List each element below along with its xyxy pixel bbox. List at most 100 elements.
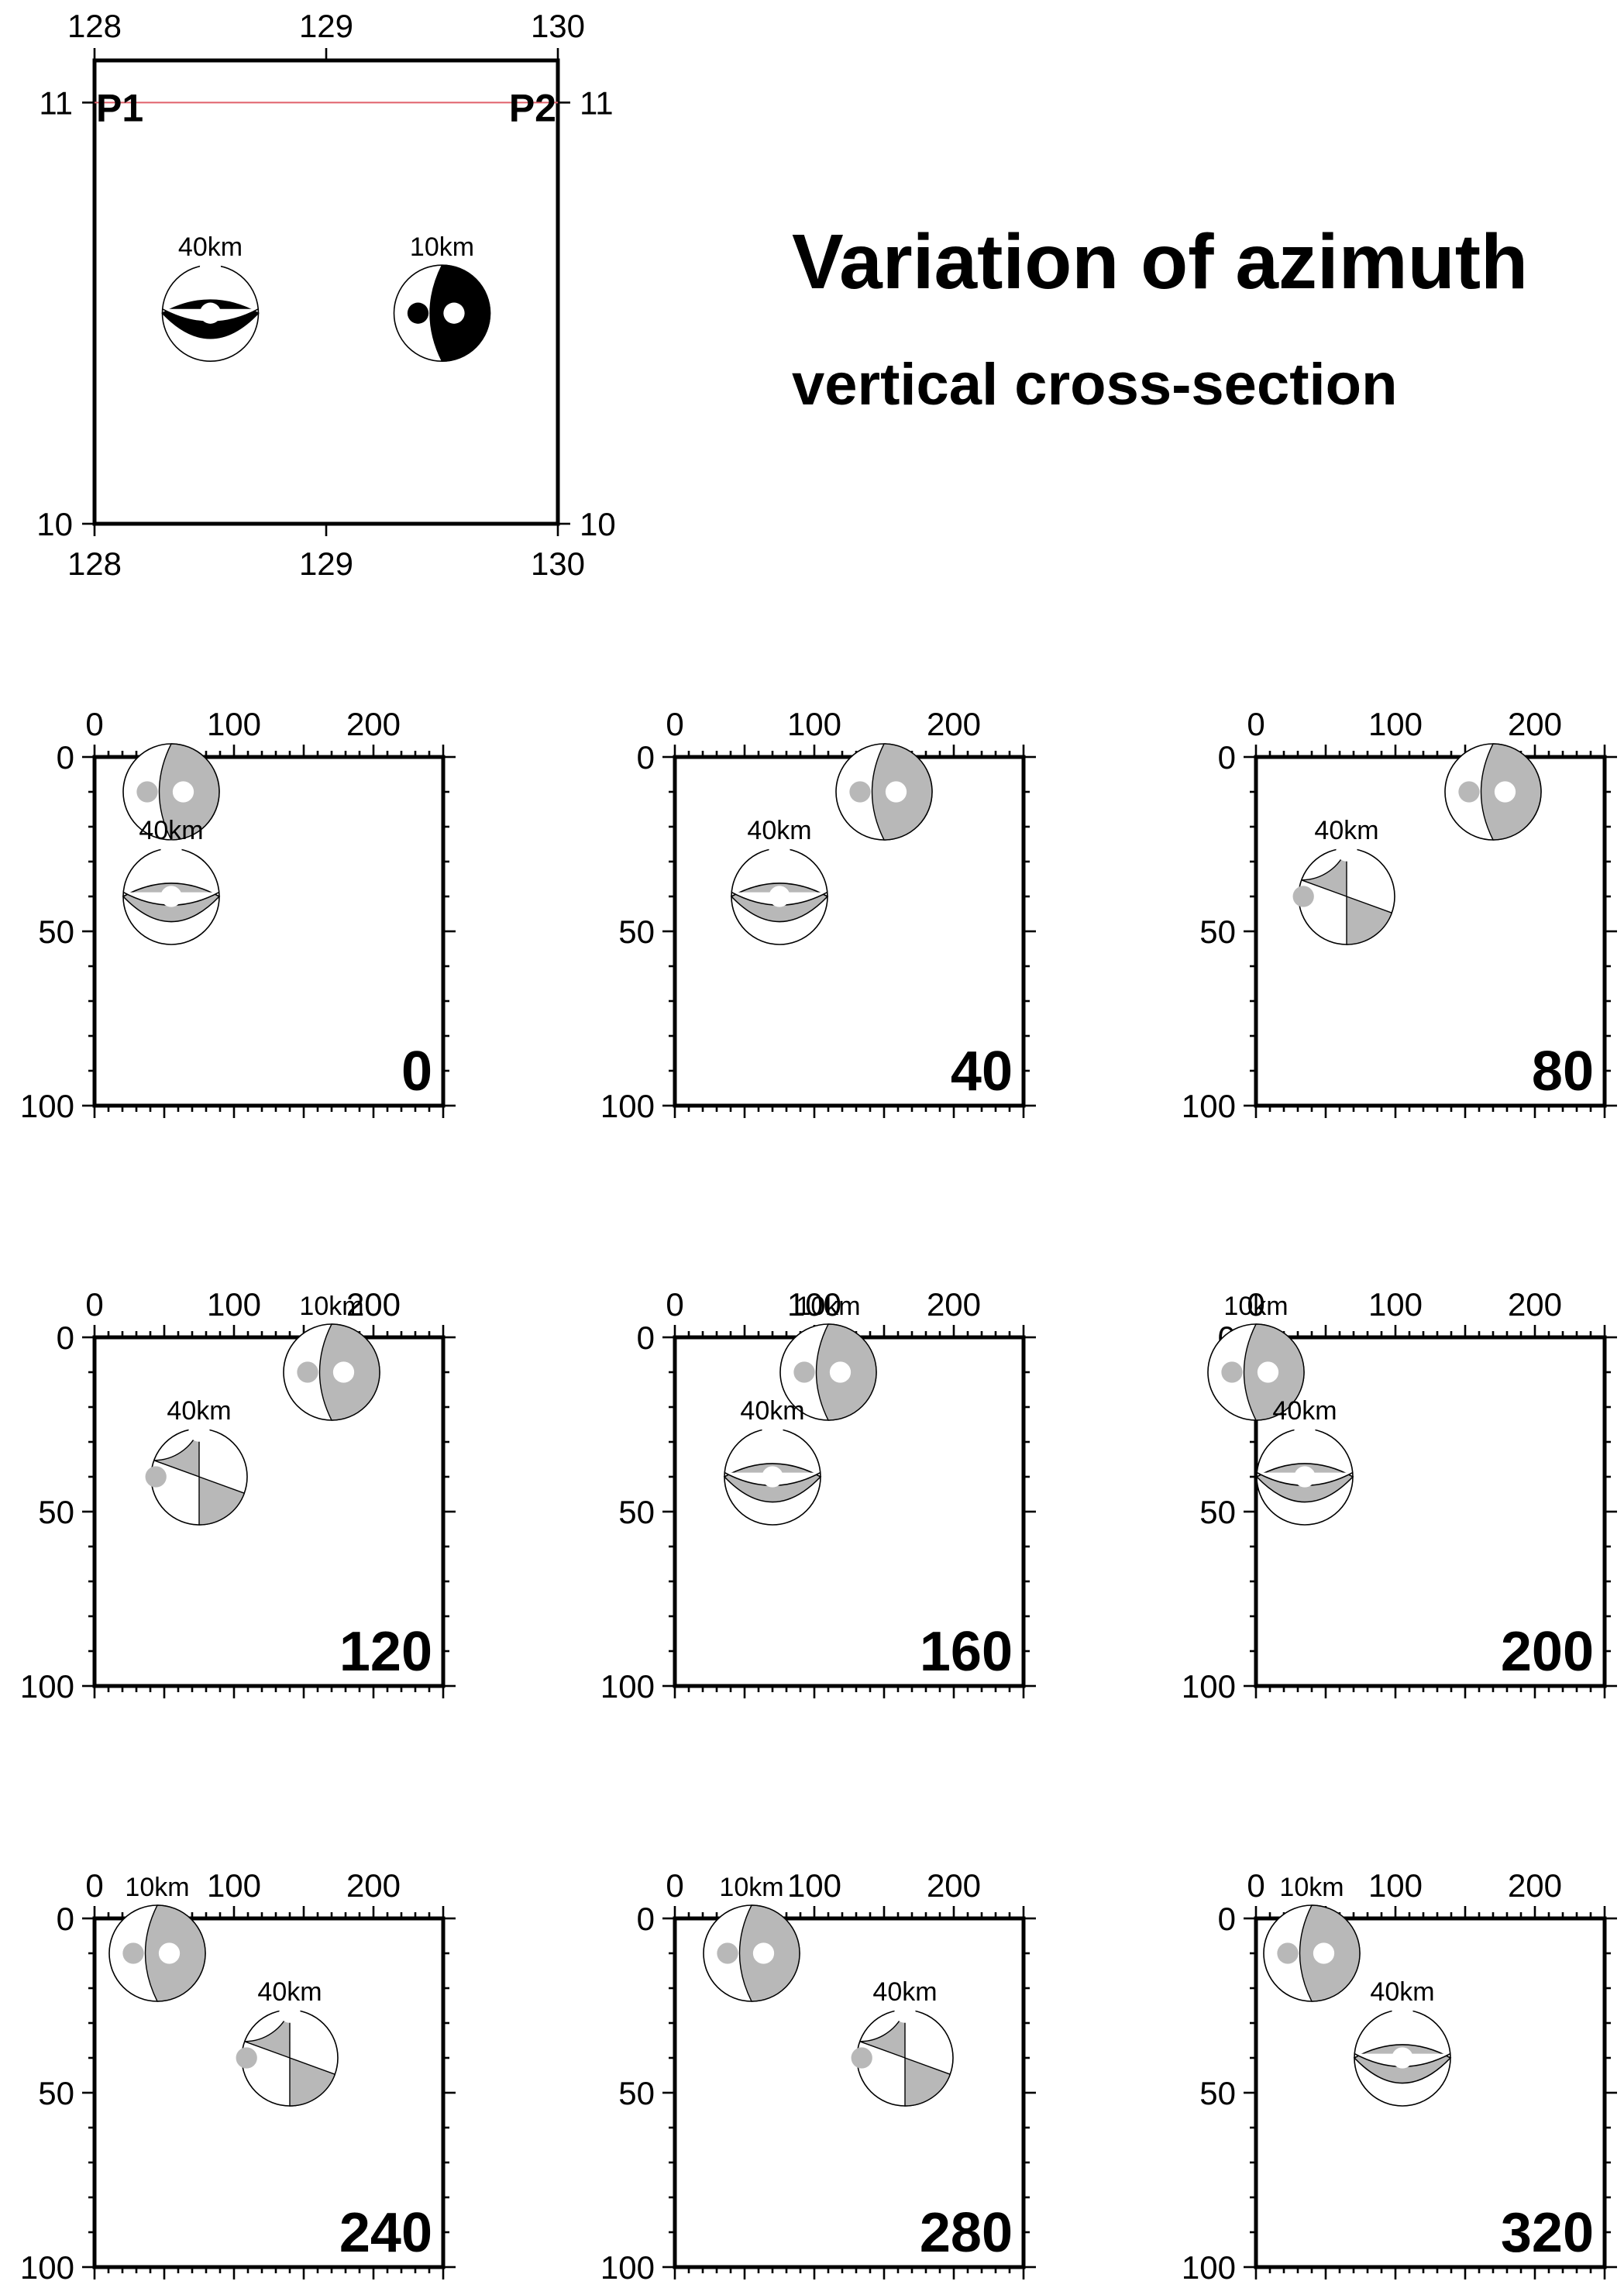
x-tick-label: 128 xyxy=(67,545,122,582)
t-axis-dot xyxy=(1221,1361,1243,1383)
event-depth-label: 40km xyxy=(740,1396,804,1426)
t-axis-dot xyxy=(188,1420,210,1442)
beachball-icon xyxy=(835,743,933,841)
event-depth-label: 40km xyxy=(257,1977,322,2007)
event-depth-label: 10km xyxy=(1223,1292,1288,1321)
azimuth-label: 280 xyxy=(920,2202,1013,2264)
p-axis-dot xyxy=(158,1942,181,1964)
t-axis-dot xyxy=(1294,1420,1316,1442)
y-tick-label: 100 xyxy=(20,1668,74,1705)
x-tick-label: 0 xyxy=(85,706,103,742)
x-tick-label: 129 xyxy=(299,8,353,44)
y-tick-label: 100 xyxy=(20,1088,74,1124)
t-axis-dot xyxy=(793,1361,815,1383)
x-tick-label: 200 xyxy=(1508,706,1562,742)
section-panel: 0 100 200 0 50 100 10km 40km 240 xyxy=(20,1867,456,2286)
x-tick-label: 0 xyxy=(666,1286,683,1323)
x-tick-label: 100 xyxy=(787,1286,841,1323)
event-depth-label: 10km xyxy=(410,232,474,262)
azimuth-label: 120 xyxy=(339,1621,432,1683)
y-tick-label: 100 xyxy=(600,2249,655,2286)
y-tick-label: 11 xyxy=(580,84,614,121)
x-tick-label: 0 xyxy=(1247,706,1264,742)
x-tick-label: 200 xyxy=(927,1286,981,1323)
azimuth-label: 240 xyxy=(339,2202,432,2264)
azimuth-label: 160 xyxy=(920,1621,1013,1683)
y-tick-label: 11 xyxy=(39,84,73,121)
y-tick-label: 100 xyxy=(20,2249,74,2286)
y-tick-label: 50 xyxy=(1199,1494,1236,1530)
p-axis-dot xyxy=(160,886,182,907)
section-panel: 0 100 200 0 50 100 40km 40 xyxy=(600,706,1036,1124)
y-tick-label: 100 xyxy=(600,1088,655,1124)
p-axis-dot xyxy=(1313,1942,1335,1964)
y-tick-label: 0 xyxy=(637,1319,655,1356)
beachball-icon xyxy=(283,1323,380,1421)
x-tick-label: 100 xyxy=(207,706,261,742)
x-tick-label: 200 xyxy=(927,1867,981,1904)
azimuth-label: 0 xyxy=(401,1041,432,1103)
x-tick-label: 200 xyxy=(927,706,981,742)
beachball-icon xyxy=(122,840,221,945)
azimuth-label: 40 xyxy=(951,1041,1013,1103)
profile-start-label: P1 xyxy=(96,86,143,129)
event-depth-label: 40km xyxy=(747,816,811,845)
p-axis-dot xyxy=(443,302,465,324)
t-axis-dot xyxy=(199,256,222,278)
y-tick-label: 0 xyxy=(637,739,655,776)
x-tick-label: 200 xyxy=(346,1286,401,1323)
beachball-icon xyxy=(1207,1323,1305,1421)
y-tick-label: 10 xyxy=(580,506,616,542)
p-axis-dot xyxy=(145,1466,167,1488)
beachball-icon xyxy=(1263,1904,1361,2002)
event-depth-label: 40km xyxy=(1370,1977,1434,2007)
x-tick-label: 100 xyxy=(1368,1867,1423,1904)
t-axis-dot xyxy=(894,2001,916,2023)
event-depth-label: 40km xyxy=(1314,816,1378,845)
event-depth-label: 10km xyxy=(299,1292,363,1321)
y-tick-label: 50 xyxy=(38,1494,74,1530)
x-tick-label: 100 xyxy=(787,1867,841,1904)
x-tick-label: 0 xyxy=(1247,1286,1264,1323)
section-panel: 0 100 200 0 50 100 10km 40km 320 xyxy=(1182,1867,1617,2286)
x-tick-label: 0 xyxy=(85,1286,103,1323)
x-tick-label: 100 xyxy=(787,706,841,742)
figure-title: Variation of azimuth xyxy=(792,218,1528,305)
y-tick-label: 50 xyxy=(38,2075,74,2111)
beachball-icon xyxy=(393,264,491,362)
map-frame xyxy=(92,58,560,526)
beachball-icon xyxy=(108,1904,206,2002)
profile-end-label: P2 xyxy=(509,86,556,129)
p-axis-dot xyxy=(851,2047,872,2069)
event-depth-label: 10km xyxy=(1279,1873,1344,1902)
azimuth-label: 320 xyxy=(1501,2202,1594,2264)
x-tick-label: 200 xyxy=(1508,1286,1562,1323)
beachball-icon xyxy=(1255,1420,1354,1526)
y-tick-label: 10 xyxy=(36,506,73,542)
section-panel: 0 100 200 0 50 100 40km 80 xyxy=(1182,706,1617,1124)
t-axis-dot xyxy=(762,1420,783,1442)
p-axis-dot xyxy=(1294,1466,1316,1488)
y-tick-label: 0 xyxy=(57,1901,74,1937)
azimuth-label: 80 xyxy=(1532,1041,1594,1103)
event-depth-label: 10km xyxy=(719,1873,783,1902)
section-panel: 0 100 200 0 50 100 10km 40km 120 xyxy=(20,1286,456,1705)
x-tick-label: 100 xyxy=(207,1286,261,1323)
p-axis-dot xyxy=(769,886,790,907)
x-tick-label: 200 xyxy=(1508,1867,1562,1904)
beachball-icon xyxy=(723,1420,822,1526)
y-tick-label: 100 xyxy=(1182,2249,1236,2286)
t-axis-dot xyxy=(769,840,790,862)
p-axis-dot xyxy=(172,781,194,803)
compressive-quadrant xyxy=(1346,896,1393,945)
y-tick-label: 0 xyxy=(57,739,74,776)
x-tick-label: 0 xyxy=(1247,1867,1264,1904)
t-axis-dot xyxy=(297,1361,318,1383)
y-tick-label: 0 xyxy=(1218,739,1236,776)
y-tick-label: 50 xyxy=(1199,2075,1236,2111)
x-tick-label: 100 xyxy=(207,1867,261,1904)
p-axis-dot xyxy=(1392,2047,1413,2069)
t-axis-dot xyxy=(849,781,871,803)
